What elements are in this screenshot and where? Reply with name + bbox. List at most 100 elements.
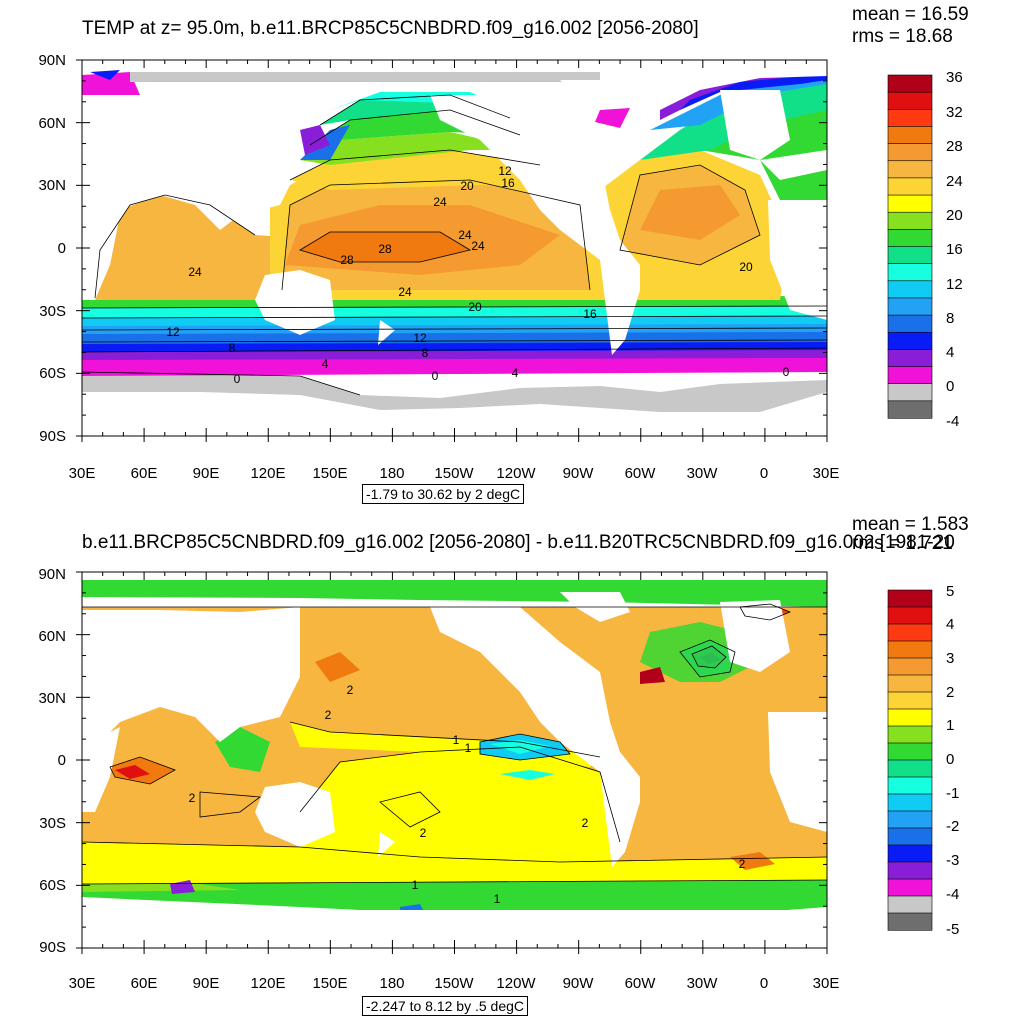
contour-label: 28 bbox=[340, 253, 354, 267]
colorbar-label: 1 bbox=[946, 717, 954, 734]
colorbar-swatch bbox=[887, 211, 933, 230]
mean-label: mean = 1.583 bbox=[852, 514, 969, 535]
temperature-difference-map-panel: b.e11.BRCP85C5CNBDRD.f09_g16.002 [2056-2… bbox=[0, 512, 1024, 1024]
lon-label: 60W bbox=[625, 465, 657, 482]
lat-label: 0 bbox=[58, 240, 66, 257]
contour-label: 4 bbox=[322, 357, 329, 371]
colorbar-swatch bbox=[887, 74, 933, 93]
lat-label: 90N bbox=[38, 52, 66, 69]
contour-label: 20 bbox=[739, 260, 753, 274]
colorbar-swatch bbox=[887, 912, 933, 931]
colorbar-swatch bbox=[887, 331, 933, 351]
colorbar-swatch bbox=[887, 691, 933, 710]
colorbar-swatch bbox=[887, 194, 933, 213]
temperature-map-panel: TEMP at z= 95.0m, b.e11.BRCP85C5CNBDRD.f… bbox=[38, 5, 969, 504]
colorbar-swatch bbox=[887, 776, 933, 795]
contour-range-label: -2.247 to 8.12 by .5 degC bbox=[362, 996, 528, 1016]
map-canvas: 2 2 2 2 2 1 1 1 1 2 90N 60N 30N 0 30S 60… bbox=[38, 566, 959, 992]
lat-label: 60S bbox=[39, 365, 66, 382]
contour-label: 8 bbox=[422, 346, 429, 360]
colorbar-label: -4 bbox=[946, 413, 959, 430]
colorbar-swatch bbox=[887, 349, 933, 368]
colorbar-label: 0 bbox=[946, 378, 954, 395]
colorbar-swatch bbox=[887, 623, 933, 642]
colorbar-label: 16 bbox=[946, 241, 963, 258]
contour-lines bbox=[82, 603, 827, 885]
colorbar-label: 4 bbox=[946, 344, 954, 361]
colorbar-swatch bbox=[887, 861, 933, 880]
colorbar-swatch bbox=[887, 878, 933, 897]
contour-label: 20 bbox=[460, 179, 474, 193]
contour-label: 0 bbox=[783, 365, 790, 379]
lon-label: 30W bbox=[687, 975, 719, 992]
contour-label: 2 bbox=[325, 708, 332, 722]
colorbar-label: 24 bbox=[946, 173, 963, 190]
colorbar-swatch bbox=[887, 297, 933, 316]
contour-lines bbox=[82, 94, 827, 396]
colorbar bbox=[887, 74, 933, 419]
lon-label: 30E bbox=[69, 465, 96, 482]
contour-label: 2 bbox=[739, 857, 746, 871]
colorbar-label: -4 bbox=[946, 886, 959, 903]
colorbar-swatch bbox=[887, 725, 933, 744]
contour-label: 12 bbox=[498, 164, 512, 178]
lon-label: 60E bbox=[131, 465, 158, 482]
contour-label: 0 bbox=[432, 369, 439, 383]
colorbar-labels: 36 32 28 24 20 16 12 8 4 0 -4 bbox=[946, 69, 963, 430]
contour-label: 28 bbox=[378, 242, 392, 256]
lat-label: 90N bbox=[38, 566, 66, 583]
colorbar-swatch bbox=[887, 827, 933, 846]
colorbar-label: 0 bbox=[946, 751, 954, 768]
lat-label: 30N bbox=[38, 690, 66, 707]
colorbar-swatch bbox=[887, 640, 933, 659]
contour-label: 2 bbox=[582, 816, 589, 830]
colorbar-swatch bbox=[887, 91, 933, 110]
colorbar-swatch bbox=[887, 314, 933, 333]
contour-label: 12 bbox=[413, 331, 427, 345]
contour-label: 20 bbox=[468, 300, 482, 314]
contour-label: 0 bbox=[234, 372, 241, 386]
latitude-axis: 90N 60N 30N 0 30S 60S 90S bbox=[38, 566, 66, 956]
lon-label: 120W bbox=[496, 975, 536, 992]
lat-label: 90S bbox=[39, 939, 66, 956]
contour-label: 1 bbox=[465, 741, 472, 755]
lon-label: 150E bbox=[312, 975, 347, 992]
contour-label: 1 bbox=[494, 892, 501, 906]
colorbar-swatch bbox=[887, 177, 933, 196]
colorbar-swatch bbox=[887, 263, 933, 282]
ocean-field: 2 2 2 2 2 1 1 1 1 2 bbox=[82, 572, 827, 948]
contour-label-group: 2 2 2 2 2 1 1 1 1 2 bbox=[189, 683, 746, 906]
lon-label: 30E bbox=[813, 465, 840, 482]
colorbar-swatch bbox=[887, 126, 933, 145]
colorbar-label: -1 bbox=[946, 785, 959, 802]
axis-ticks bbox=[76, 59, 828, 442]
lat-label: 60S bbox=[39, 877, 66, 894]
colorbar-swatch bbox=[887, 793, 933, 812]
lon-label: 180 bbox=[379, 975, 404, 992]
contour-label: 24 bbox=[188, 265, 202, 279]
map-canvas: 24 28 28 24 24 24 24 20 20 20 16 16 12 1… bbox=[38, 52, 963, 482]
lat-label: 30S bbox=[39, 815, 66, 832]
colorbar-swatch bbox=[887, 229, 933, 248]
colorbar-swatch bbox=[887, 366, 933, 385]
colorbar-swatch bbox=[887, 246, 933, 265]
axis-ticks bbox=[76, 571, 828, 954]
colorbar-label: 20 bbox=[946, 207, 963, 224]
lat-label: 30N bbox=[38, 177, 66, 194]
colorbar-label: -3 bbox=[946, 852, 959, 869]
contour-label: 24 bbox=[398, 285, 412, 299]
colorbar-label: 8 bbox=[946, 310, 954, 327]
lon-label: 120E bbox=[250, 975, 285, 992]
lon-label: 150W bbox=[434, 465, 474, 482]
sea-ice bbox=[82, 372, 827, 412]
lon-label: 30E bbox=[813, 975, 840, 992]
colorbar-swatch bbox=[887, 160, 933, 179]
contour-label: 1 bbox=[412, 878, 419, 892]
longitude-axis: 30E 60E 90E 120E 150E 180 150W 120W 90W … bbox=[69, 465, 840, 482]
contour-label: 24 bbox=[458, 228, 472, 242]
contour-label-group: 24 28 28 24 24 24 24 20 20 20 16 16 12 1… bbox=[166, 164, 789, 386]
colorbar-label: 2 bbox=[946, 684, 954, 701]
colorbar-swatch bbox=[887, 589, 933, 608]
panel-title: TEMP at z= 95.0m, b.e11.BRCP85C5CNBDRD.f… bbox=[82, 18, 699, 39]
contour-label: 24 bbox=[471, 239, 485, 253]
